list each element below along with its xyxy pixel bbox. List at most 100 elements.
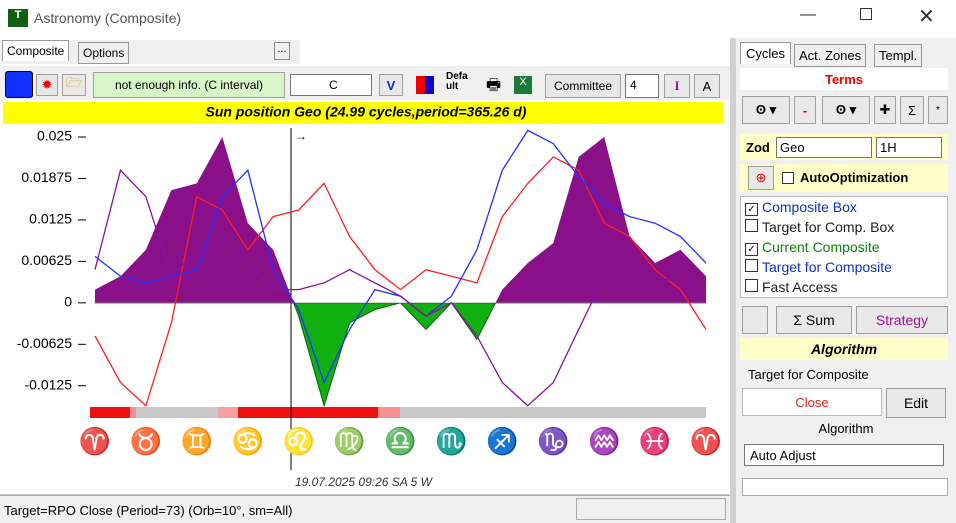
x-tick-label: ♒ — [588, 426, 620, 456]
checkbox[interactable]: ✓ — [745, 203, 758, 216]
term-dropdown[interactable]: ʘ ▾ — [822, 96, 870, 124]
checkbox[interactable]: ✓ — [745, 243, 758, 256]
area-positive — [95, 137, 706, 303]
x-tick-label: ♈ — [690, 426, 722, 456]
a-button[interactable]: A — [694, 74, 720, 98]
item-label: Current Composite — [762, 239, 880, 255]
status-cell — [576, 498, 726, 520]
y-tick-label: -0.0125 — [25, 376, 73, 392]
zone-band — [90, 407, 130, 418]
title-bar: T Astronomy (Composite) — ✕ — [0, 0, 956, 38]
item-label: Target for Comp. Box — [762, 219, 895, 235]
zone-band — [238, 407, 378, 418]
tab[interactable]: Act. Zones — [794, 44, 867, 67]
item-label: Target for Composite — [762, 259, 892, 275]
item-label: Fast Access — [762, 279, 838, 295]
blank-button[interactable] — [742, 306, 768, 334]
icon-text: ult — [446, 81, 459, 92]
chart-title-bar — [3, 102, 723, 124]
cursor-arrow: → — [295, 129, 307, 143]
list-item[interactable]: Target for Comp. Box — [745, 219, 894, 235]
excel-button[interactable]: X — [514, 76, 532, 94]
checkbox[interactable] — [745, 279, 758, 292]
checkbox[interactable] — [745, 259, 758, 272]
checkbox[interactable] — [745, 219, 758, 232]
side-panel: Cycles Act. Zones Templ. Terms ʘ ▾ - ʘ ▾… — [736, 38, 956, 523]
sum-button[interactable]: Σ Sum — [776, 306, 852, 334]
y-tick-label: -0.00625 — [17, 335, 72, 351]
zone-band — [378, 407, 400, 418]
open-button[interactable]: 🗁 — [62, 74, 86, 96]
scrollbar[interactable] — [742, 478, 948, 496]
list-item[interactable]: Target for Composite — [745, 259, 892, 275]
item-list: ✓ Composite Box Target for Comp. Box ✓ Curre… — [740, 196, 948, 298]
zod-dropdown[interactable]: Geo — [776, 137, 872, 158]
x-tick-label: ♎ — [384, 426, 416, 456]
sum-icon-button[interactable]: Σ — [900, 96, 924, 124]
tab[interactable]: Options — [78, 42, 130, 64]
count-spinner[interactable]: 4 — [625, 74, 659, 98]
x-tick-label: ♓ — [639, 426, 671, 456]
item-label: Composite Box — [762, 199, 857, 215]
toolbar: ✹ 🗁 not enough info. (C interval) C V De… — [0, 66, 730, 100]
terms-header: Terms — [740, 68, 948, 90]
palette-button[interactable] — [416, 76, 434, 94]
y-tick-label: 0.0125 — [29, 211, 72, 227]
maximize[interactable] — [860, 8, 872, 20]
status-label: not enough info. (C interval) — [93, 72, 285, 98]
list-item[interactable]: ✓ Composite Box — [745, 199, 857, 216]
algorithm-header: Algorithm — [740, 338, 948, 360]
committee-button[interactable]: Committee — [545, 74, 621, 98]
target-label: Target for Composite — [748, 367, 869, 382]
list-item[interactable]: Fast Access — [745, 279, 837, 295]
add-button[interactable]: ✚ — [874, 96, 896, 124]
icon-text: Defa — [446, 71, 468, 82]
x-tick-label: ♍ — [333, 426, 365, 456]
x-tick-label: ♌ — [282, 426, 314, 456]
star-button[interactable]: * — [928, 96, 948, 124]
tab[interactable]: Cycles — [740, 42, 792, 64]
status-bar: Target=RPO Close (Period=73) (Orb=10°, s… — [0, 495, 730, 523]
checkbox[interactable] — [782, 172, 794, 184]
minimize[interactable]: — — [800, 6, 816, 23]
target-button[interactable]: ⊕ — [748, 166, 774, 190]
edit-button[interactable]: Edit — [886, 388, 946, 418]
zone-band — [218, 407, 238, 418]
algorithm-dropdown[interactable]: Auto Adjust — [744, 444, 944, 466]
x-tick-label: ♑ — [537, 426, 569, 456]
term-dropdown[interactable]: ʘ ▾ — [742, 96, 790, 124]
chart-title: Sun position Geo (24.99 cycles,period=36… — [206, 104, 527, 120]
list-item[interactable]: ✓ Current Composite — [745, 239, 880, 256]
window-title: Astronomy (Composite) — [34, 10, 182, 26]
splitter — [730, 38, 736, 523]
status-text: Target=RPO Close (Period=73) (Orb=10°, s… — [4, 503, 293, 518]
close[interactable]: ✕ — [918, 6, 935, 28]
i-button[interactable]: I — [664, 74, 690, 98]
x-tick-label: ♋ — [232, 426, 264, 456]
x-tick-label: ♉ — [130, 426, 162, 456]
mode-dropdown[interactable]: C — [290, 74, 372, 96]
x-tick-label: ♏ — [435, 426, 467, 456]
tab[interactable]: Composite — [2, 40, 70, 61]
resolution-dropdown[interactable]: 1H — [876, 137, 942, 158]
y-tick-label: 0.025 — [37, 128, 72, 144]
more-button[interactable]: ... — [274, 42, 290, 60]
auto-label: AutoOptimization — [800, 170, 909, 185]
settings-button[interactable]: ✹ — [36, 74, 58, 96]
color-button[interactable] — [5, 71, 33, 98]
zod-label: Zod — [746, 140, 770, 155]
chart: Sun position Geo (24.99 cycles,period=36… — [0, 102, 730, 495]
app-icon: T — [8, 9, 28, 27]
print-button[interactable]: 🖶 — [486, 77, 502, 94]
tab[interactable]: Templ. — [874, 44, 923, 67]
cursor-label: 19.07.2025 09:26 SA 5 W — [295, 475, 434, 489]
strategy-button[interactable]: Strategy — [856, 306, 948, 334]
default-button[interactable]: Defa ult — [446, 72, 468, 92]
auto-row — [740, 164, 948, 192]
zone-band — [130, 407, 136, 418]
filter-button[interactable]: V — [379, 74, 403, 96]
remove-button[interactable]: - — [794, 96, 816, 124]
y-tick-label: 0.01875 — [21, 169, 72, 185]
area-negative — [94, 302, 707, 408]
